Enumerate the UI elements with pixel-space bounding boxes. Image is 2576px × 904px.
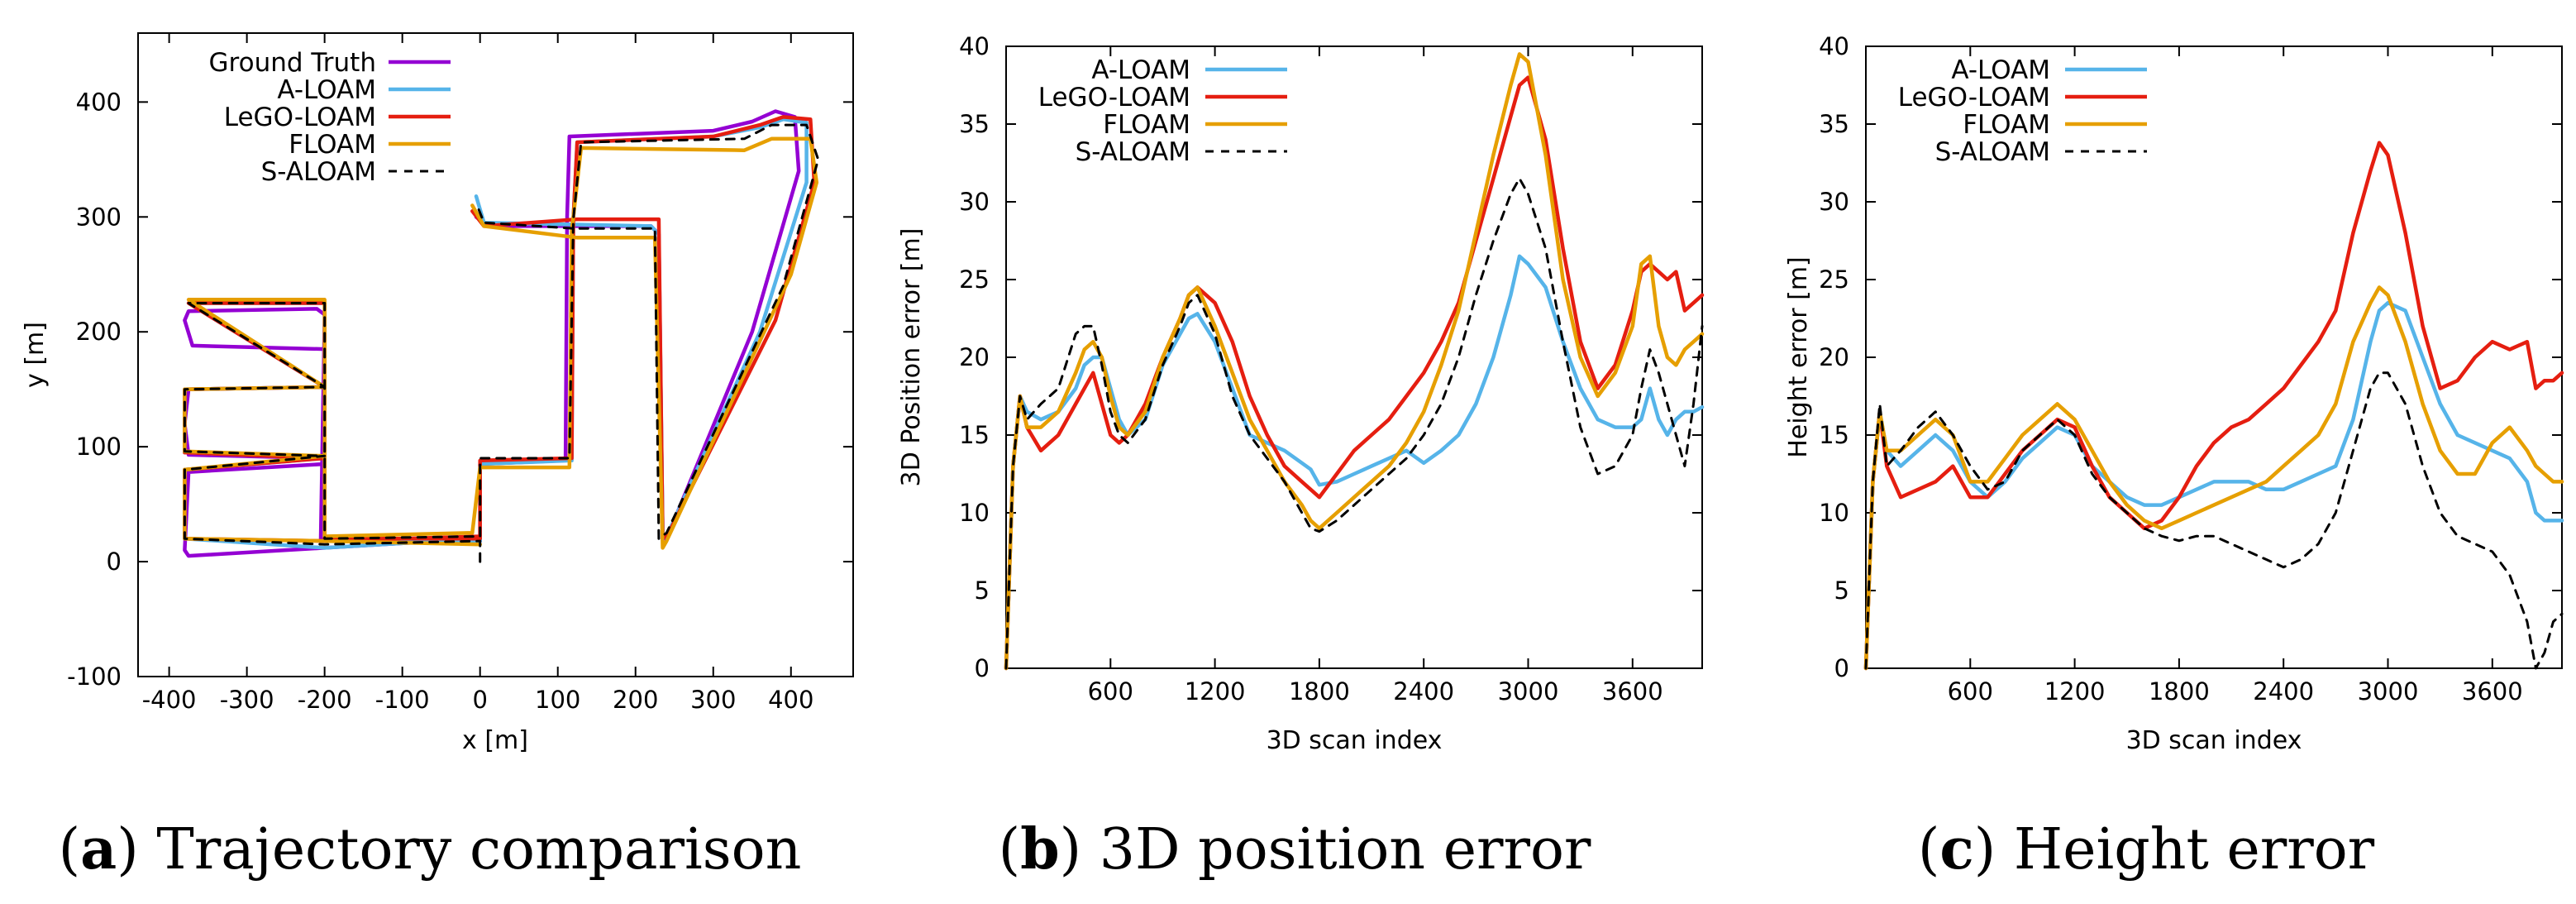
y-tick-label: -100 [67,662,122,691]
series-line-legoloam [1004,75,1705,671]
panel-caption: (b) 3D position error [999,816,1591,882]
caption-text: ) Height error [1974,817,2375,882]
x-tick-label: 3000 [1498,677,1559,706]
x-tick-label: 600 [1088,677,1133,706]
y-tick-label: 15 [1819,421,1849,449]
legend-label-saloam: S-ALOAM [1935,137,2050,167]
series-group [1863,141,2564,671]
x-tick-label: 3600 [1602,677,1663,706]
caption-letter: b [1020,816,1060,882]
x-tick-label: 400 [768,686,813,714]
legend-label-floam: FLOAM [289,130,376,160]
plot-frame [137,32,854,677]
y-tick-label: 30 [959,188,990,216]
y-tick-label: 400 [76,88,122,116]
x-tick-label: 200 [613,686,658,714]
legend-label-ground_truth: Ground Truth [209,48,376,78]
y-tick-label: 300 [76,203,122,231]
series-line-saloam [1004,177,1704,670]
caption-open: ( [1918,817,1940,882]
legend-label-saloam: S-ALOAM [1076,137,1190,167]
series-line-aloam [1863,300,2564,671]
panel-c-height-error: 600 1200 1800 2400 3000 36000510152025303540 … [1784,32,2564,882]
series-line-saloam [1864,371,2564,670]
x-axis-label: 3D scan index [1267,726,1443,755]
y-tick-label: 5 [975,576,990,605]
legend-label-legoloam: LeGO-LOAM [1038,83,1190,112]
series-line-saloam [183,123,820,563]
y-tick-label: 20 [1819,343,1849,371]
x-tick-label: 300 [690,686,736,714]
y-tick-label: 25 [1819,265,1849,294]
series-group [1004,52,1705,671]
y-axis-label: Height error [m] [1784,256,1813,458]
x-tick-label: -200 [298,686,352,714]
x-tick-label: 0 [472,686,487,714]
x-tick-label: 600 [1948,677,1993,706]
panel-caption: (c) Height error [1918,816,2375,882]
caption-letter: a [80,816,117,882]
y-tick-label: 0 [1834,654,1849,682]
caption-open: ( [999,817,1021,882]
x-tick-label: 1800 [1289,677,1350,706]
legend-label-floam: FLOAM [1103,110,1190,140]
legend-label-aloam: A-LOAM [1091,55,1190,85]
legend-label-legoloam: LeGO-LOAM [1898,83,2050,112]
series-line-legoloam [1863,141,2564,671]
y-tick-label: 200 [76,318,122,346]
y-tick-label: 35 [1819,110,1849,138]
x-tick-label: 3600 [2462,677,2523,706]
legend-label-floam: FLOAM [1963,110,2050,140]
x-tick-label: -300 [220,686,274,714]
caption-letter: c [1939,816,1973,882]
y-tick-label: 5 [1834,576,1849,605]
y-tick-label: 25 [959,265,990,294]
series-line-aloam [1004,254,1705,671]
x-tick-label: 1800 [2149,677,2210,706]
x-tick-label: 3000 [2358,677,2419,706]
x-tick-label: 1200 [1185,677,1246,706]
caption-text: ) 3D position error [1060,817,1591,882]
y-tick-label: 0 [107,548,122,576]
y-tick-label: 0 [975,654,990,682]
panel-a-trajectory: -400 -300 -200 -100 0 100 200 300 400 -100 0 100 200… [21,32,854,882]
x-tick-label: -100 [375,686,430,714]
axis-ticks: 600 1200 1800 2400 3000 3600 0 5 10 15 20 25 30 35 40 [1819,32,2562,706]
series-line-floam [1863,285,2564,671]
legend-label-aloam: A-LOAM [277,75,376,105]
y-tick-label: 40 [959,32,990,60]
x-tick-label: 2400 [1393,677,1454,706]
series-group [183,109,820,563]
caption-open: ( [59,817,81,882]
y-tick-label: 10 [959,499,990,527]
caption-text: ) Trajectory comparison [117,817,801,882]
x-tick-label: 1200 [2044,677,2106,706]
y-tick-label: 15 [959,421,990,449]
y-tick-label: 20 [959,343,990,371]
x-tick-label: 100 [535,686,580,714]
x-tick-label: -400 [142,686,197,714]
y-tick-label: 10 [1819,499,1849,527]
x-axis-label: 3D scan index [2126,726,2302,755]
legend-label-aloam: A-LOAM [1951,55,2050,85]
y-axis-label: y [m] [21,322,50,388]
y-axis-label: 3D Position error [m] [897,228,926,487]
axis-ticks: 600 1200 1800 2400 3000 3600 0 5 10 15 20 25 30 35 40 [959,32,1702,706]
legend-label-legoloam: LeGO-LOAM [224,103,376,132]
x-axis-label: x [m] [462,726,528,755]
y-tick-label: 30 [1819,188,1849,216]
axis-ticks: -400 -300 -200 -100 0 100 200 300 400 -100 0 100 200… [67,33,853,714]
x-tick-label: 2400 [2253,677,2314,706]
panel-caption: (a) Trajectory comparison [59,816,802,882]
y-tick-label: 40 [1819,32,1849,60]
legend-label-saloam: S-ALOAM [261,157,376,187]
y-tick-label: 35 [959,110,990,138]
panel-b-position-error: 600 1200 1800 2400 3000 36000510152025303540 … [897,32,1705,882]
y-tick-label: 100 [76,433,122,461]
series-line-floam [183,136,819,550]
